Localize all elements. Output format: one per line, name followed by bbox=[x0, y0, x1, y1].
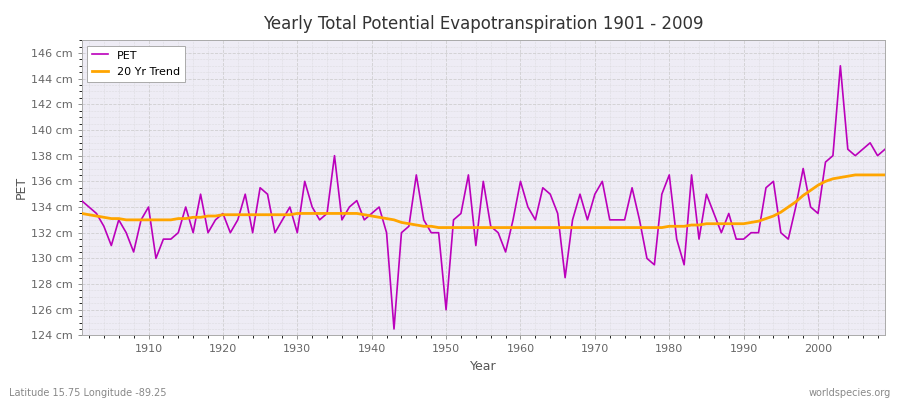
20 Yr Trend bbox=[433, 225, 444, 230]
20 Yr Trend bbox=[879, 172, 890, 177]
20 Yr Trend bbox=[612, 225, 623, 230]
PET bbox=[515, 179, 526, 184]
PET bbox=[76, 198, 87, 203]
20 Yr Trend bbox=[76, 211, 87, 216]
PET bbox=[344, 205, 355, 210]
Legend: PET, 20 Yr Trend: PET, 20 Yr Trend bbox=[87, 46, 184, 82]
Text: Latitude 15.75 Longitude -89.25: Latitude 15.75 Longitude -89.25 bbox=[9, 388, 166, 398]
20 Yr Trend bbox=[515, 225, 526, 230]
Text: worldspecies.org: worldspecies.org bbox=[809, 388, 891, 398]
PET bbox=[136, 218, 147, 222]
PET bbox=[389, 326, 400, 331]
20 Yr Trend bbox=[300, 211, 310, 216]
PET bbox=[612, 218, 623, 222]
20 Yr Trend bbox=[850, 172, 860, 177]
PET bbox=[835, 63, 846, 68]
20 Yr Trend bbox=[523, 225, 534, 230]
Line: PET: PET bbox=[82, 66, 885, 329]
Line: 20 Yr Trend: 20 Yr Trend bbox=[82, 175, 885, 228]
Title: Yearly Total Potential Evapotranspiration 1901 - 2009: Yearly Total Potential Evapotranspiratio… bbox=[263, 15, 704, 33]
X-axis label: Year: Year bbox=[470, 360, 497, 373]
PET bbox=[879, 147, 890, 152]
PET bbox=[523, 205, 534, 210]
PET bbox=[300, 179, 310, 184]
20 Yr Trend bbox=[344, 211, 355, 216]
20 Yr Trend bbox=[136, 218, 147, 222]
Y-axis label: PET: PET bbox=[15, 176, 28, 199]
